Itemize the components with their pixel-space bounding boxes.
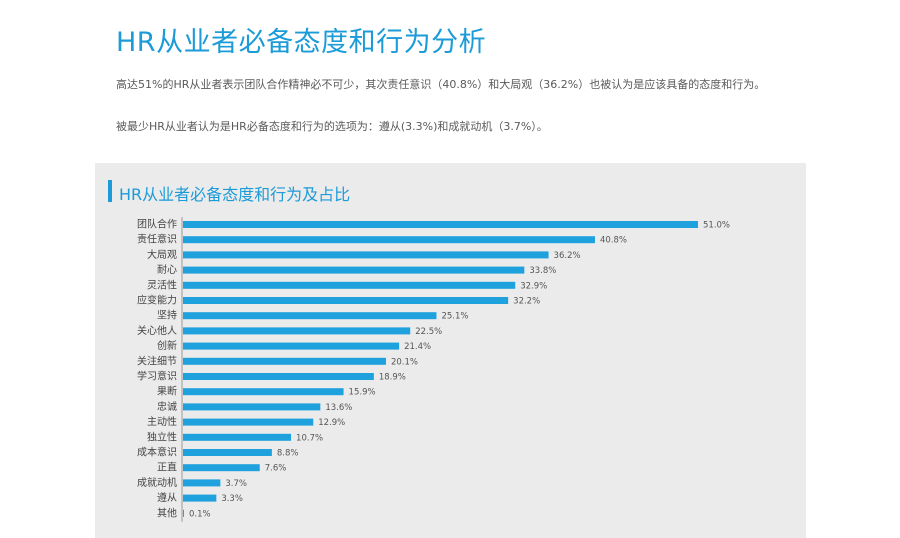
value-label: 22.5%	[415, 327, 442, 337]
bar	[183, 266, 525, 274]
bar	[183, 509, 185, 517]
value-label: 20.1%	[391, 357, 418, 367]
value-label: 3.7%	[225, 479, 247, 489]
value-label: 32.9%	[520, 281, 547, 291]
bar	[183, 494, 217, 502]
value-label: 7.6%	[265, 464, 287, 474]
category-label: 遵从	[157, 491, 177, 504]
category-label: 学习意识	[137, 370, 177, 383]
category-label: 关心他人	[137, 324, 177, 337]
bar	[183, 373, 374, 380]
category-label: 主动性	[147, 415, 177, 428]
value-label: 18.9%	[379, 373, 406, 383]
category-label: 正直	[157, 461, 177, 474]
value-label: 33.8%	[529, 266, 556, 276]
value-label: 15.9%	[349, 388, 376, 398]
bar	[183, 418, 314, 426]
bar	[183, 251, 549, 259]
chart-title: HR从业者必备态度和行为及占比	[119, 185, 351, 204]
chart-title-accent-bar	[108, 180, 112, 202]
value-label: 40.8%	[600, 236, 627, 246]
bar	[183, 449, 272, 456]
category-label: 应变能力	[137, 294, 177, 307]
category-label: 关注细节	[137, 354, 177, 367]
category-label: 灵活性	[147, 278, 177, 291]
value-label: 51.0%	[703, 221, 730, 231]
description-paragraph-1: 高达51%的HR从业者表示团队合作精神必不可少，其次责任意识（40.8%）和大局…	[116, 78, 766, 91]
category-label: 创新	[157, 339, 177, 352]
value-label: 13.6%	[325, 403, 352, 413]
value-label: 10.7%	[296, 433, 323, 443]
category-label: 责任意识	[137, 233, 177, 246]
category-label: 其他	[157, 506, 177, 519]
category-label: 团队合作	[137, 218, 177, 231]
value-label: 0.1%	[189, 509, 211, 519]
bar	[183, 403, 321, 411]
bar	[183, 433, 292, 441]
value-label: 8.8%	[277, 449, 299, 459]
category-label: 果断	[157, 385, 177, 398]
category-label: 独立性	[147, 430, 177, 443]
description-paragraph-2: 被最少HR从业者认为是HR必备态度和行为的选项为：遵从(3.3%)和成就动机（3…	[116, 120, 548, 133]
page-title: HR从业者必备态度和行为分析	[116, 27, 487, 58]
value-label: 36.2%	[554, 251, 581, 261]
bar-chart: 团队合作 51.0% 责任意识 40.8% 大局观 36.2% 耐心 33.8% 灵活性 32.9…	[137, 217, 730, 522]
bar	[183, 342, 400, 350]
category-label: 成就动机	[137, 476, 177, 489]
bar	[183, 479, 221, 487]
category-label: 耐心	[157, 263, 177, 276]
category-label: 成本意识	[137, 446, 177, 459]
value-label: 25.1%	[441, 312, 468, 322]
category-label: 坚持	[157, 309, 177, 322]
bar	[183, 464, 260, 472]
category-label: 大局观	[147, 248, 177, 261]
bar	[183, 388, 344, 396]
bar	[183, 221, 698, 228]
value-label: 21.4%	[404, 342, 431, 352]
chart-panel: HR从业者必备态度和行为及占比 团队合作 51.0% 责任意识 40.8% 大局观 36.…	[95, 163, 806, 538]
bar	[183, 297, 509, 304]
bar	[183, 327, 411, 335]
bar	[183, 357, 386, 365]
category-label: 忠诚	[157, 401, 177, 413]
value-label: 3.3%	[221, 494, 243, 504]
value-label: 32.2%	[513, 297, 540, 307]
bar	[183, 281, 516, 289]
bar	[183, 312, 437, 320]
bar	[183, 236, 595, 244]
value-label: 12.9%	[318, 418, 345, 428]
